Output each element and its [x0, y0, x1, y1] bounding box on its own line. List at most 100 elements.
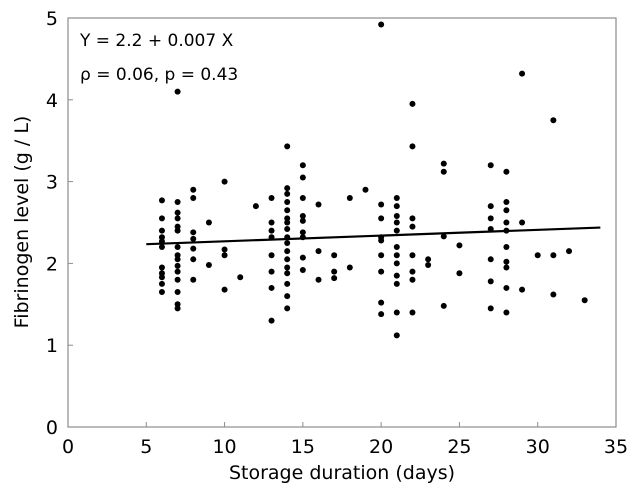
data-point: [503, 227, 510, 234]
data-point: [158, 244, 165, 251]
data-point: [409, 100, 416, 107]
data-point: [393, 219, 400, 226]
data-point: [205, 219, 212, 226]
y-tick-label: 1: [46, 335, 58, 357]
data-point: [503, 168, 510, 175]
x-tick-label: 30: [526, 436, 550, 458]
data-point: [409, 223, 416, 230]
data-point: [158, 238, 165, 245]
data-point: [299, 174, 306, 181]
data-point: [174, 276, 181, 283]
y-tick-label: 0: [46, 417, 58, 439]
data-point: [284, 226, 291, 233]
data-point: [331, 275, 338, 282]
data-point: [268, 268, 275, 275]
data-point: [174, 88, 181, 95]
data-point: [393, 280, 400, 287]
data-point: [409, 309, 416, 316]
data-point: [174, 227, 181, 234]
data-point: [268, 252, 275, 259]
data-point: [299, 266, 306, 273]
data-point: [268, 219, 275, 226]
plot-frame: [67, 17, 617, 428]
x-tick-label: 20: [369, 436, 393, 458]
regression-line: [146, 226, 601, 246]
data-point: [393, 260, 400, 267]
data-point: [519, 70, 526, 77]
data-point: [503, 219, 510, 226]
data-point: [378, 299, 385, 306]
data-point: [425, 262, 432, 269]
data-point: [284, 264, 291, 271]
data-point: [221, 178, 228, 185]
data-point: [362, 186, 369, 193]
data-point: [534, 252, 541, 259]
data-point: [503, 244, 510, 251]
data-point: [158, 215, 165, 222]
x-tick-label: 35: [604, 436, 628, 458]
data-point: [393, 272, 400, 279]
x-tick-label: 15: [291, 436, 315, 458]
x-axis: 0 5 10 15 20 25 30 35: [62, 422, 628, 458]
data-point: [503, 199, 510, 206]
data-point: [284, 190, 291, 197]
data-point: [174, 209, 181, 216]
data-point: [299, 212, 306, 219]
data-point: [174, 199, 181, 206]
data-point: [331, 252, 338, 259]
data-point: [550, 117, 557, 124]
data-point: [174, 289, 181, 296]
data-point: [487, 203, 494, 210]
data-point: [550, 291, 557, 298]
data-point: [315, 248, 322, 255]
data-point: [284, 280, 291, 287]
data-point: [440, 168, 447, 175]
y-tick-label: 4: [46, 90, 58, 112]
data-points: [158, 21, 588, 339]
data-point: [315, 276, 322, 283]
data-point: [221, 246, 228, 253]
data-point: [378, 268, 385, 275]
data-point: [284, 219, 291, 226]
data-point: [315, 201, 322, 208]
data-point: [158, 274, 165, 281]
data-point: [393, 212, 400, 219]
data-point: [284, 248, 291, 255]
data-point: [174, 244, 181, 251]
data-point: [190, 186, 197, 193]
data-point: [158, 227, 165, 234]
y-axis-title: Fibrinogen level (g / L): [11, 116, 33, 329]
data-point: [440, 233, 447, 240]
data-point: [158, 264, 165, 271]
data-point: [190, 256, 197, 263]
data-point: [393, 227, 400, 234]
data-point: [205, 262, 212, 269]
data-point: [284, 143, 291, 150]
data-point: [487, 215, 494, 222]
data-point: [299, 162, 306, 169]
data-point: [503, 207, 510, 214]
data-point: [409, 276, 416, 283]
data-point: [190, 245, 197, 252]
data-point: [550, 252, 557, 259]
data-point: [487, 278, 494, 285]
data-point: [503, 264, 510, 271]
data-point: [346, 264, 353, 271]
data-point: [440, 160, 447, 167]
data-point: [284, 185, 291, 192]
data-point: [409, 252, 416, 259]
data-point: [487, 256, 494, 263]
data-point: [519, 219, 526, 226]
regression-equation: Y = 2.2 + 0.007 X: [79, 31, 234, 51]
data-point: [566, 248, 573, 255]
data-point: [284, 305, 291, 312]
data-point: [190, 235, 197, 242]
data-point: [299, 254, 306, 261]
data-point: [378, 215, 385, 222]
data-point: [284, 256, 291, 263]
data-point: [393, 309, 400, 316]
data-point: [581, 297, 588, 304]
x-axis-title: Storage duration (days): [229, 462, 455, 484]
data-point: [268, 194, 275, 201]
